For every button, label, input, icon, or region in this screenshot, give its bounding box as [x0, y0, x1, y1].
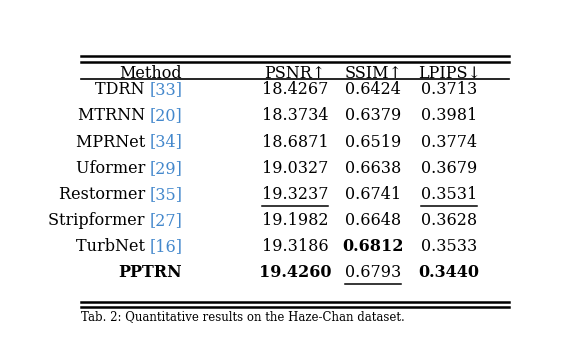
Text: 19.0327: 19.0327 [262, 160, 328, 177]
Text: MTRNN: MTRNN [78, 107, 150, 124]
Text: TDRN: TDRN [96, 82, 150, 98]
Text: 0.3533: 0.3533 [421, 238, 478, 255]
Text: [34]: [34] [150, 134, 183, 151]
Text: 18.3734: 18.3734 [262, 107, 328, 124]
Text: 0.6741: 0.6741 [345, 186, 401, 203]
Text: 0.3774: 0.3774 [421, 134, 478, 151]
Text: 0.3628: 0.3628 [421, 212, 478, 229]
Text: 18.4267: 18.4267 [262, 82, 328, 98]
Text: PPTRN: PPTRN [118, 264, 182, 281]
Text: 0.3440: 0.3440 [419, 264, 480, 281]
Text: 0.3679: 0.3679 [421, 160, 478, 177]
Text: 0.3531: 0.3531 [421, 186, 478, 203]
Text: 19.1982: 19.1982 [262, 212, 328, 229]
Text: Method: Method [119, 64, 181, 82]
Text: 0.6379: 0.6379 [345, 107, 401, 124]
Text: 0.6812: 0.6812 [343, 238, 404, 255]
Text: MPRNet: MPRNet [76, 134, 150, 151]
Text: [29]: [29] [150, 160, 183, 177]
Text: 0.3713: 0.3713 [421, 82, 478, 98]
Text: Tab. 2: Quantitative results on the Haze-Chan dataset.: Tab. 2: Quantitative results on the Haze… [81, 310, 405, 324]
Text: [35]: [35] [150, 186, 183, 203]
Text: 0.6648: 0.6648 [345, 212, 401, 229]
Text: 18.6871: 18.6871 [262, 134, 328, 151]
Text: Restormer: Restormer [59, 186, 150, 203]
Text: 0.6793: 0.6793 [345, 264, 401, 281]
Text: [20]: [20] [150, 107, 183, 124]
Text: 19.3186: 19.3186 [262, 238, 328, 255]
Text: [33]: [33] [150, 82, 183, 98]
Text: 0.3981: 0.3981 [421, 107, 478, 124]
Text: PSNR↑: PSNR↑ [264, 64, 326, 82]
Text: Stripformer: Stripformer [48, 212, 150, 229]
Text: [16]: [16] [150, 238, 183, 255]
Text: 19.3237: 19.3237 [262, 186, 328, 203]
Text: 19.4260: 19.4260 [259, 264, 331, 281]
Text: 0.6424: 0.6424 [346, 82, 401, 98]
Text: [27]: [27] [150, 212, 183, 229]
Text: 0.6638: 0.6638 [345, 160, 401, 177]
Text: 0.6519: 0.6519 [345, 134, 401, 151]
Text: SSIM↑: SSIM↑ [344, 64, 402, 82]
Text: Uformer: Uformer [75, 160, 150, 177]
Text: LPIPS↓: LPIPS↓ [418, 64, 480, 82]
Text: TurbNet: TurbNet [76, 238, 150, 255]
